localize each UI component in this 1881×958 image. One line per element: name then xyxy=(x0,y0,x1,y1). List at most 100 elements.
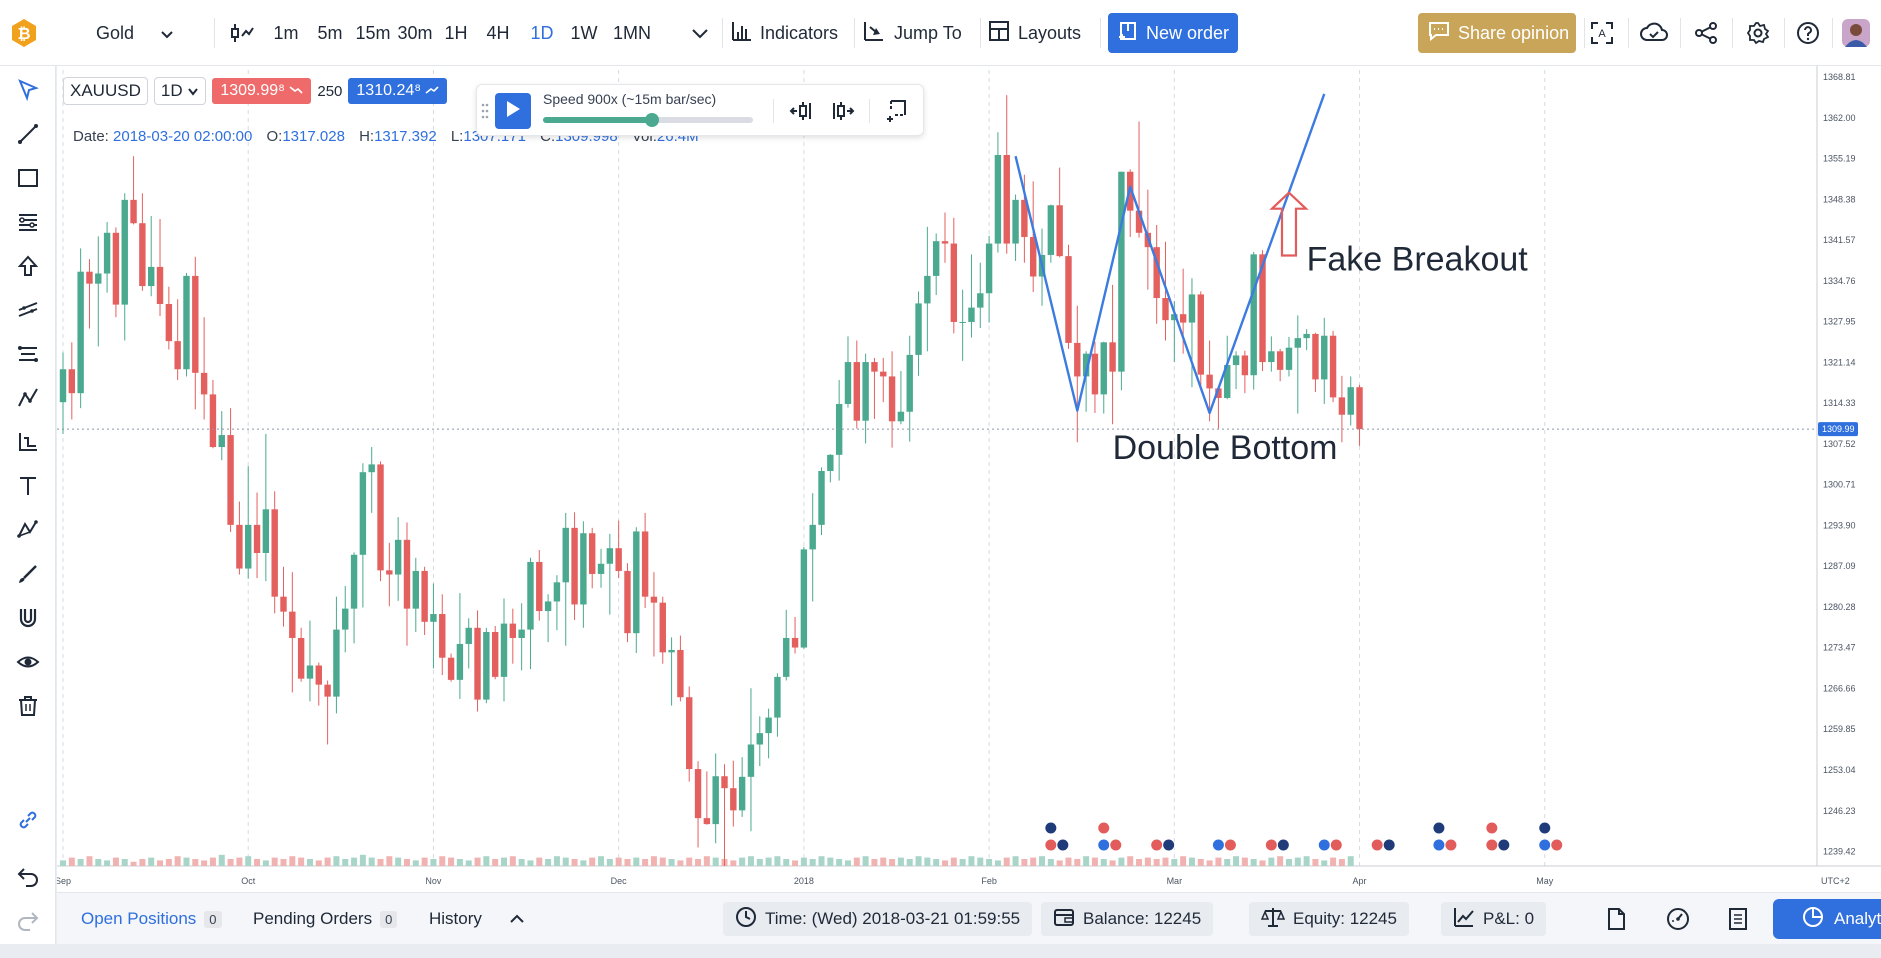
candle[interactable] xyxy=(791,637,799,648)
candle[interactable] xyxy=(906,354,913,412)
event-flag-icon[interactable] xyxy=(1276,838,1290,852)
link-icon[interactable] xyxy=(12,804,44,836)
annotation-text[interactable]: Fake Breakout xyxy=(1307,240,1529,278)
trend-line-drawing[interactable] xyxy=(1014,93,1326,415)
candle[interactable] xyxy=(447,657,455,680)
candle[interactable] xyxy=(544,601,552,612)
candle[interactable] xyxy=(200,372,208,395)
candle[interactable] xyxy=(271,509,278,597)
candle[interactable] xyxy=(871,362,878,372)
candlestick-chart[interactable]: Sep Oct Nov Dec 2018 Feb Mar Apr May 1368.81 1362.… xyxy=(57,66,1881,892)
candle[interactable] xyxy=(633,531,640,634)
candle[interactable] xyxy=(1179,314,1187,323)
candle[interactable] xyxy=(756,733,763,745)
layouts-button[interactable]: Layouts xyxy=(988,13,1081,53)
legend-symbol[interactable]: XAUUSD xyxy=(63,77,148,105)
event-flag-icon[interactable] xyxy=(1056,838,1070,852)
channel-icon[interactable] xyxy=(12,294,44,326)
event-flag-icon[interactable] xyxy=(1550,838,1564,852)
help-icon[interactable] xyxy=(1788,13,1828,53)
candle[interactable] xyxy=(641,531,649,597)
arrow-up-icon[interactable] xyxy=(12,250,44,282)
speedometer-icon[interactable] xyxy=(1661,902,1695,936)
candle[interactable] xyxy=(412,570,419,609)
event-flag-icon[interactable] xyxy=(1097,821,1111,835)
candle[interactable] xyxy=(915,303,922,355)
candle[interactable] xyxy=(386,570,393,575)
candle[interactable] xyxy=(827,454,834,471)
arrow-up-drawing[interactable] xyxy=(1269,191,1309,257)
candle[interactable] xyxy=(924,275,931,304)
price-chart[interactable]: Sep Oct Nov Dec 2018 Feb Mar Apr May 1368.81 1362.… xyxy=(57,66,1881,892)
candle[interactable] xyxy=(1047,205,1055,255)
candle[interactable] xyxy=(130,199,137,224)
candle[interactable] xyxy=(1109,342,1116,372)
sell-price-button[interactable]: 1309.99⁸ xyxy=(212,78,312,104)
candle[interactable] xyxy=(456,643,464,680)
candle[interactable] xyxy=(694,769,702,819)
candle[interactable] xyxy=(280,596,287,612)
document-icon[interactable] xyxy=(1599,902,1633,936)
candle[interactable] xyxy=(1347,387,1354,415)
zigzag-icon[interactable] xyxy=(12,382,44,414)
candle[interactable] xyxy=(394,539,402,575)
drag-handle-icon[interactable] xyxy=(481,99,489,123)
candle[interactable] xyxy=(474,627,481,700)
event-flag-icon[interactable] xyxy=(1150,838,1164,852)
redo-icon[interactable] xyxy=(12,904,44,936)
candle[interactable] xyxy=(783,637,790,677)
candle[interactable] xyxy=(359,472,367,555)
text-icon[interactable] xyxy=(12,470,44,502)
candle[interactable] xyxy=(888,376,896,422)
candle[interactable] xyxy=(1118,171,1125,372)
event-flag-icon[interactable] xyxy=(1264,838,1278,852)
candle[interactable] xyxy=(253,524,261,553)
candle[interactable] xyxy=(712,776,719,825)
event-flag-icon[interactable] xyxy=(1444,838,1458,852)
candle[interactable] xyxy=(236,524,243,569)
candle[interactable] xyxy=(368,464,375,473)
annotation-text[interactable]: Double Bottom xyxy=(1113,429,1338,467)
candle[interactable] xyxy=(686,697,693,770)
candle[interactable] xyxy=(677,649,684,698)
candle[interactable] xyxy=(977,293,984,308)
candle[interactable] xyxy=(430,614,437,622)
candle[interactable] xyxy=(192,275,199,373)
tab-pending-orders[interactable]: Pending Orders 0 xyxy=(253,902,398,936)
candle[interactable] xyxy=(218,435,225,448)
event-flag-icon[interactable] xyxy=(1485,838,1499,852)
candle[interactable] xyxy=(509,623,517,638)
candle[interactable] xyxy=(597,563,605,574)
candle[interactable] xyxy=(306,665,314,679)
notes-icon[interactable] xyxy=(1721,902,1755,936)
event-flag-icon[interactable] xyxy=(1223,838,1237,852)
candle[interactable] xyxy=(112,232,120,305)
event-flag-icon[interactable] xyxy=(1497,838,1511,852)
candle[interactable] xyxy=(1329,335,1337,398)
timeframe-1mn[interactable]: 1MN xyxy=(612,22,651,43)
candle[interactable] xyxy=(245,524,252,569)
candle[interactable] xyxy=(1197,294,1204,375)
cursor-icon[interactable] xyxy=(12,74,44,106)
candle[interactable] xyxy=(703,818,711,825)
candle[interactable] xyxy=(853,362,860,421)
candle[interactable] xyxy=(227,435,234,525)
exit-replay-icon[interactable] xyxy=(883,97,911,130)
candle[interactable] xyxy=(1056,205,1063,257)
candle[interactable] xyxy=(148,266,155,287)
candle[interactable] xyxy=(1030,236,1037,277)
rectangle-icon[interactable] xyxy=(12,162,44,194)
brush-icon[interactable] xyxy=(12,558,44,590)
event-flag-icon[interactable] xyxy=(1044,838,1058,852)
candle[interactable] xyxy=(439,614,446,658)
candle[interactable] xyxy=(297,637,305,679)
speed-slider-knob[interactable] xyxy=(645,113,660,127)
candle[interactable] xyxy=(1312,333,1319,380)
candle[interactable] xyxy=(1268,351,1275,363)
candle[interactable] xyxy=(518,629,525,638)
candle[interactable] xyxy=(765,717,772,734)
candle[interactable] xyxy=(262,509,270,553)
candle[interactable] xyxy=(959,321,966,323)
event-flag-icon[interactable] xyxy=(1211,838,1225,852)
candle[interactable] xyxy=(1162,298,1169,321)
